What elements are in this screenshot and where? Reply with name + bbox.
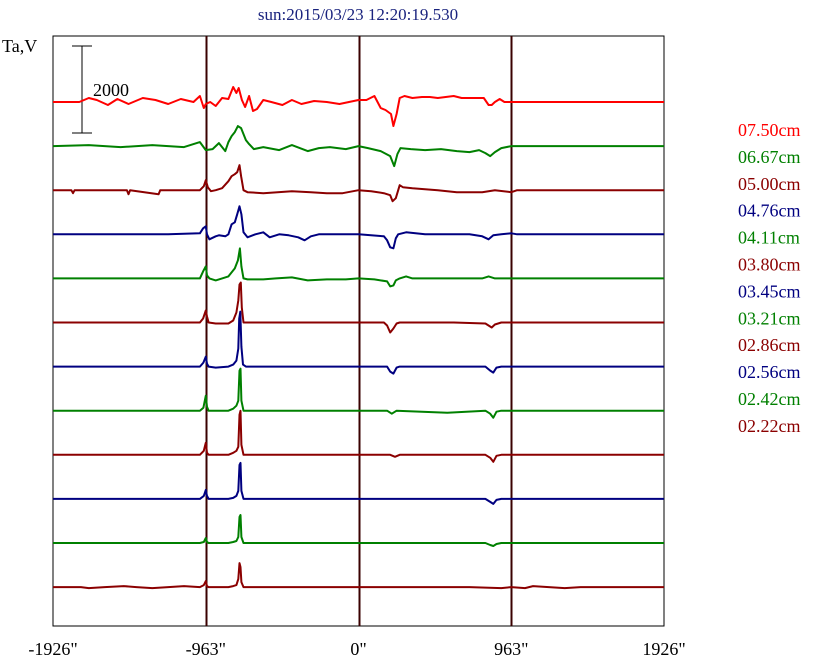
- vertical-gridlines: [205, 36, 513, 626]
- scale-bar-label: 2000: [93, 80, 129, 100]
- legend: 07.50cm 06.67cm 05.00cm 04.76cm 04.11cm 03.80…: [738, 120, 801, 436]
- series-line-07.50cm: [53, 86, 664, 127]
- legend-item-06.67cm: 06.67cm: [738, 147, 801, 167]
- x-tick-label-0: -1926": [28, 639, 77, 659]
- series-line-02.86cm: [53, 409, 664, 463]
- series-line-05.00cm: [53, 164, 664, 203]
- legend-item-03.45cm: 03.45cm: [738, 281, 801, 301]
- series-line-02.56cm: [53, 461, 664, 505]
- legend-item-03.80cm: 03.80cm: [738, 255, 801, 275]
- series-line-03.21cm: [53, 367, 664, 419]
- series-line-02.42cm: [53, 514, 664, 547]
- series-line-06.67cm: [52, 125, 664, 168]
- legend-item-04.76cm: 04.76cm: [738, 201, 801, 221]
- legend-item-02.42cm: 02.42cm: [738, 389, 801, 409]
- series-lines: [52, 86, 664, 590]
- x-tick-labels: -1926" -963" 0" 963" 1926": [28, 639, 685, 659]
- x-tick-label-2: 0": [350, 639, 366, 659]
- y-axis-label: Ta,V: [2, 36, 37, 56]
- legend-item-02.56cm: 02.56cm: [738, 362, 801, 382]
- series-line-04.11cm: [53, 247, 664, 288]
- chart-title: sun:2015/03/23 12:20:19.530: [258, 5, 458, 24]
- series-line-03.80cm: [53, 281, 664, 334]
- scale-bar: 2000: [72, 45, 129, 134]
- legend-item-04.11cm: 04.11cm: [738, 228, 800, 248]
- legend-item-07.50cm: 07.50cm: [738, 120, 801, 140]
- legend-item-02.86cm: 02.86cm: [738, 335, 801, 355]
- legend-item-03.21cm: 03.21cm: [738, 308, 801, 328]
- series-line-02.22cm: [53, 562, 664, 590]
- x-tick-label-1: -963": [186, 639, 226, 659]
- series-line-03.45cm: [53, 310, 664, 375]
- x-tick-label-3: 963": [494, 639, 528, 659]
- legend-item-05.00cm: 05.00cm: [738, 174, 801, 194]
- x-tick-label-4: 1926": [642, 639, 685, 659]
- legend-item-02.22cm: 02.22cm: [738, 416, 801, 436]
- series-line-04.76cm: [53, 205, 664, 250]
